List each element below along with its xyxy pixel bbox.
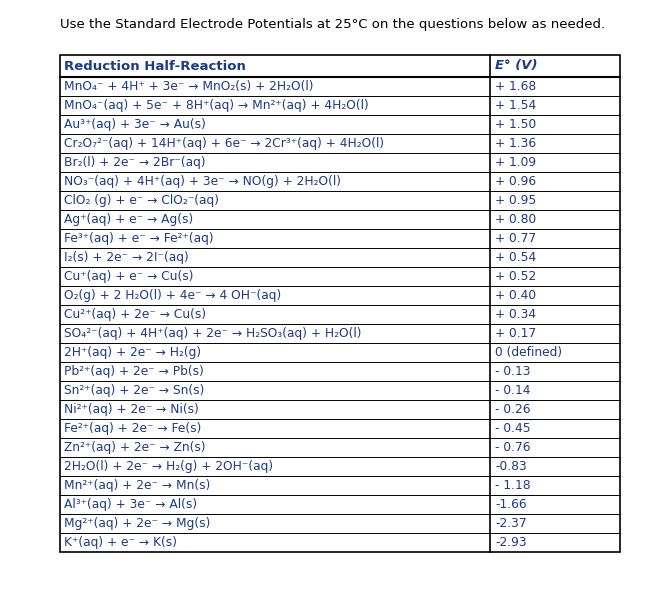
Text: 2H⁺(aq) + 2e⁻ → H₂(g): 2H⁺(aq) + 2e⁻ → H₂(g) — [64, 346, 201, 359]
Text: Sn²⁺(aq) + 2e⁻ → Sn(s): Sn²⁺(aq) + 2e⁻ → Sn(s) — [64, 384, 205, 397]
Text: + 0.77: + 0.77 — [495, 232, 536, 245]
Text: - 0.26: - 0.26 — [495, 403, 531, 416]
Text: + 1.36: + 1.36 — [495, 137, 536, 150]
Text: -2.93: -2.93 — [495, 536, 527, 549]
Text: + 1.09: + 1.09 — [495, 156, 536, 169]
Text: + 1.68: + 1.68 — [495, 80, 536, 93]
Text: O₂(g) + 2 H₂O(l) + 4e⁻ → 4 OH⁻(aq): O₂(g) + 2 H₂O(l) + 4e⁻ → 4 OH⁻(aq) — [64, 289, 281, 302]
Text: Cu²⁺(aq) + 2e⁻ → Cu(s): Cu²⁺(aq) + 2e⁻ → Cu(s) — [64, 308, 206, 321]
Text: Fe²⁺(aq) + 2e⁻ → Fe(s): Fe²⁺(aq) + 2e⁻ → Fe(s) — [64, 422, 201, 435]
Text: Ni²⁺(aq) + 2e⁻ → Ni(s): Ni²⁺(aq) + 2e⁻ → Ni(s) — [64, 403, 199, 416]
Text: - 0.13: - 0.13 — [495, 365, 531, 378]
Text: - 0.45: - 0.45 — [495, 422, 531, 435]
Text: - 1.18: - 1.18 — [495, 479, 531, 492]
Text: Zn²⁺(aq) + 2e⁻ → Zn(s): Zn²⁺(aq) + 2e⁻ → Zn(s) — [64, 441, 205, 454]
Text: Al³⁺(aq) + 3e⁻ → Al(s): Al³⁺(aq) + 3e⁻ → Al(s) — [64, 498, 197, 511]
Text: Mg²⁺(aq) + 2e⁻ → Mg(s): Mg²⁺(aq) + 2e⁻ → Mg(s) — [64, 517, 211, 530]
Text: SO₄²⁻(aq) + 4H⁺(aq) + 2e⁻ → H₂SO₃(aq) + H₂O(l): SO₄²⁻(aq) + 4H⁺(aq) + 2e⁻ → H₂SO₃(aq) + … — [64, 327, 362, 340]
Text: + 0.34: + 0.34 — [495, 308, 536, 321]
Text: MnO₄⁻(aq) + 5e⁻ + 8H⁺(aq) → Mn²⁺(aq) + 4H₂O(l): MnO₄⁻(aq) + 5e⁻ + 8H⁺(aq) → Mn²⁺(aq) + 4… — [64, 99, 369, 112]
Text: Cr₂O₇²⁻(aq) + 14H⁺(aq) + 6e⁻ → 2Cr³⁺(aq) + 4H₂O(l): Cr₂O₇²⁻(aq) + 14H⁺(aq) + 6e⁻ → 2Cr³⁺(aq)… — [64, 137, 384, 150]
Text: Use the Standard Electrode Potentials at 25°C on the questions below as needed.: Use the Standard Electrode Potentials at… — [60, 18, 605, 31]
Text: + 0.52: + 0.52 — [495, 270, 536, 283]
Text: MnO₄⁻ + 4H⁺ + 3e⁻ → MnO₂(s) + 2H₂O(l): MnO₄⁻ + 4H⁺ + 3e⁻ → MnO₂(s) + 2H₂O(l) — [64, 80, 313, 93]
Text: Cu⁺(aq) + e⁻ → Cu(s): Cu⁺(aq) + e⁻ → Cu(s) — [64, 270, 193, 283]
Text: NO₃⁻(aq) + 4H⁺(aq) + 3e⁻ → NO(g) + 2H₂O(l): NO₃⁻(aq) + 4H⁺(aq) + 3e⁻ → NO(g) + 2H₂O(… — [64, 175, 341, 188]
Text: E° (V): E° (V) — [495, 59, 537, 73]
Text: Ag⁺(aq) + e⁻ → Ag(s): Ag⁺(aq) + e⁻ → Ag(s) — [64, 213, 193, 226]
Text: + 0.17: + 0.17 — [495, 327, 536, 340]
Text: Br₂(l) + 2e⁻ → 2Br⁻(aq): Br₂(l) + 2e⁻ → 2Br⁻(aq) — [64, 156, 205, 169]
Text: Reduction Half-Reaction: Reduction Half-Reaction — [64, 59, 246, 73]
Text: K⁺(aq) + e⁻ → K(s): K⁺(aq) + e⁻ → K(s) — [64, 536, 177, 549]
Text: + 0.95: + 0.95 — [495, 194, 536, 207]
Text: + 0.54: + 0.54 — [495, 251, 536, 264]
Text: Au³⁺(aq) + 3e⁻ → Au(s): Au³⁺(aq) + 3e⁻ → Au(s) — [64, 118, 206, 131]
Text: - 0.76: - 0.76 — [495, 441, 531, 454]
Text: ClO₂ (g) + e⁻ → ClO₂⁻(aq): ClO₂ (g) + e⁻ → ClO₂⁻(aq) — [64, 194, 219, 207]
Text: Mn²⁺(aq) + 2e⁻ → Mn(s): Mn²⁺(aq) + 2e⁻ → Mn(s) — [64, 479, 211, 492]
Text: 2H₂O(l) + 2e⁻ → H₂(g) + 2OH⁻(aq): 2H₂O(l) + 2e⁻ → H₂(g) + 2OH⁻(aq) — [64, 460, 273, 473]
Text: -2.37: -2.37 — [495, 517, 527, 530]
Text: -0.83: -0.83 — [495, 460, 527, 473]
Text: -1.66: -1.66 — [495, 498, 527, 511]
Text: + 1.54: + 1.54 — [495, 99, 536, 112]
Text: + 1.50: + 1.50 — [495, 118, 536, 131]
Text: Fe³⁺(aq) + e⁻ → Fe²⁺(aq): Fe³⁺(aq) + e⁻ → Fe²⁺(aq) — [64, 232, 213, 245]
Text: - 0.14: - 0.14 — [495, 384, 531, 397]
Text: I₂(s) + 2e⁻ → 2I⁻(aq): I₂(s) + 2e⁻ → 2I⁻(aq) — [64, 251, 189, 264]
Bar — [60, 55, 620, 552]
Text: + 0.96: + 0.96 — [495, 175, 536, 188]
Text: Pb²⁺(aq) + 2e⁻ → Pb(s): Pb²⁺(aq) + 2e⁻ → Pb(s) — [64, 365, 204, 378]
Text: 0 (defined): 0 (defined) — [495, 346, 562, 359]
Text: + 0.80: + 0.80 — [495, 213, 536, 226]
Text: + 0.40: + 0.40 — [495, 289, 536, 302]
